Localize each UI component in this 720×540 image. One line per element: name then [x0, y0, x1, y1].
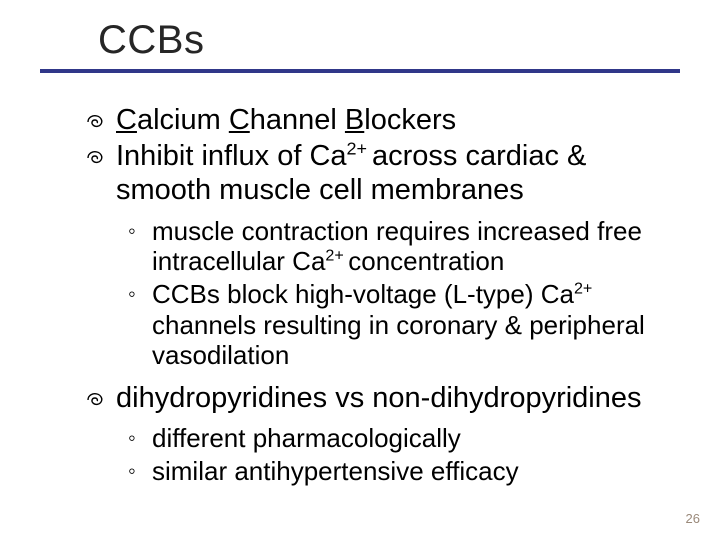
- title-wrap: CCBs: [40, 18, 680, 69]
- ring-bullet-icon: ◦: [128, 456, 152, 486]
- bullet-text: different pharmacologically: [152, 423, 672, 454]
- bullet-text: muscle contraction requires increased fr…: [152, 216, 672, 277]
- bullet-text: similar antihypertensive efficacy: [152, 456, 672, 487]
- bullet-text: Calcium Channel Blockers: [116, 103, 672, 137]
- swirl-bullet-icon: [86, 139, 116, 165]
- title-underline: [40, 69, 680, 73]
- ring-bullet-icon: ◦: [128, 216, 152, 246]
- bullet-text: Inhibit influx of Ca2+ across cardiac & …: [116, 139, 672, 207]
- swirl-bullet-icon: [86, 103, 116, 129]
- bullet-lvl1: Calcium Channel Blockers: [86, 103, 672, 137]
- bullet-lvl1: dihydropyridines vs non-dihydropyridines: [86, 381, 672, 415]
- bullet-lvl2: ◦ CCBs block high-voltage (L-type) Ca2+ …: [86, 279, 672, 371]
- slide-body: Calcium Channel Blockers Inhibit influx …: [40, 103, 680, 487]
- bullet-lvl2: ◦ muscle contraction requires increased …: [86, 216, 672, 277]
- ring-bullet-icon: ◦: [128, 423, 152, 453]
- bullet-text: dihydropyridines vs non-dihydropyridines: [116, 381, 672, 415]
- slide: CCBs Calcium Channel Blockers Inhibit in…: [0, 0, 720, 540]
- bullet-text: CCBs block high-voltage (L-type) Ca2+ ch…: [152, 279, 672, 371]
- spacer: [86, 373, 672, 381]
- bullet-lvl2: ◦ similar antihypertensive efficacy: [86, 456, 672, 487]
- slide-number: 26: [686, 511, 700, 526]
- slide-title: CCBs: [98, 18, 680, 63]
- ring-bullet-icon: ◦: [128, 279, 152, 309]
- bullet-lvl1: Inhibit influx of Ca2+ across cardiac & …: [86, 139, 672, 207]
- bullet-lvl2: ◦ different pharmacologically: [86, 423, 672, 454]
- swirl-bullet-icon: [86, 381, 116, 407]
